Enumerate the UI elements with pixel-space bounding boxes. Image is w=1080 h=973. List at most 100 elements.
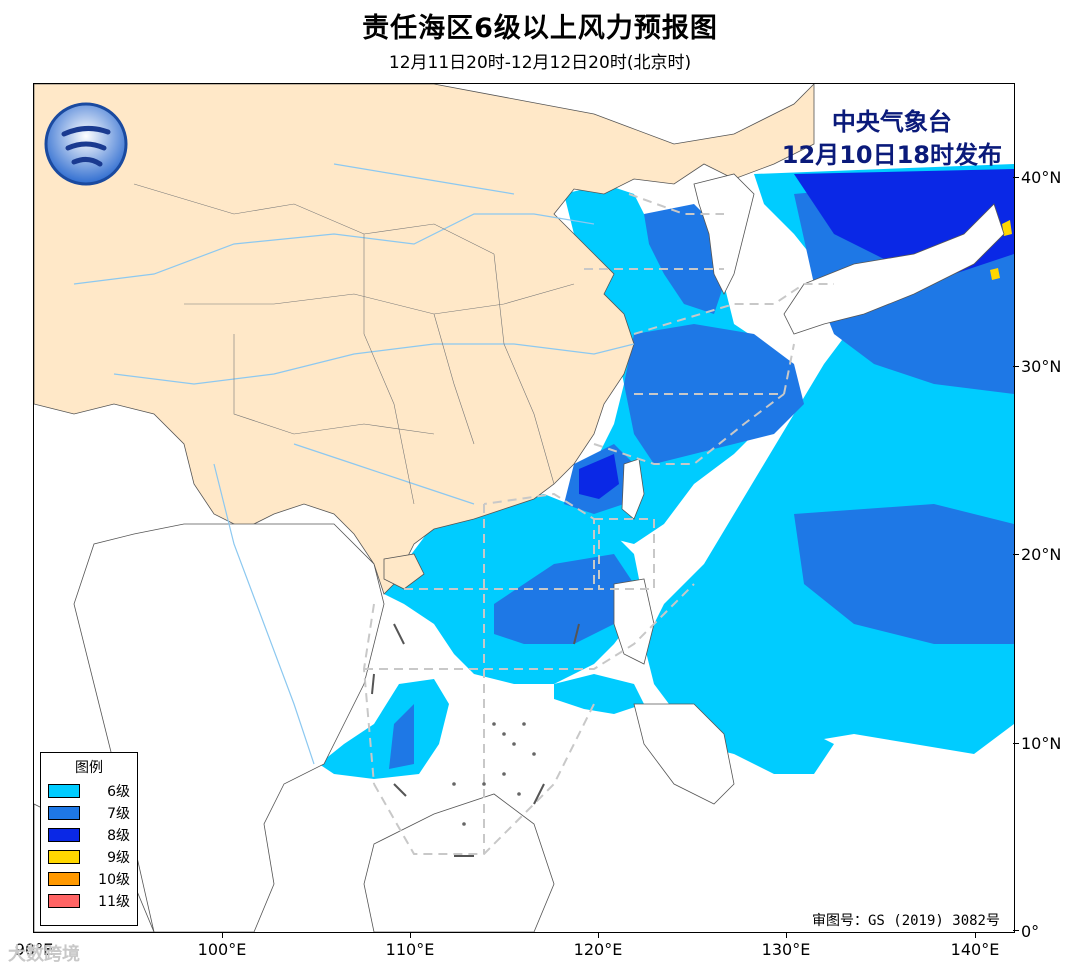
zone-scs-west <box>362 603 375 785</box>
wind-area-level-7-yellow-sea <box>644 204 724 314</box>
map-subtitle: 12月11日20时-12月12日20时(北京时) <box>388 53 692 73</box>
river-yellow <box>73 213 595 285</box>
legend-item: 6级 <box>41 780 137 802</box>
map-area: 中央气象台 12月10日18时发布 图例 6级 7级 8级 9级 10级 11级 审图号：… <box>33 83 1015 933</box>
zone-east-sea-south <box>593 393 785 465</box>
province-boundaries <box>133 183 575 505</box>
lat-label-10n: 10°N <box>1021 734 1062 753</box>
land-borneo <box>363 793 555 932</box>
lon-tick <box>410 932 411 938</box>
wind-area-level-9-spot-1 <box>1002 220 1012 236</box>
river-pearl <box>293 443 475 505</box>
map-canvas <box>34 84 1014 932</box>
island-dot <box>482 782 486 786</box>
legend-label: 6级 <box>107 784 130 800</box>
legend-swatch <box>48 784 80 798</box>
lat-tick <box>1013 177 1019 178</box>
boundary-6 <box>433 313 475 445</box>
lat-tick <box>1013 930 1019 931</box>
wind-area-level-6-philippine-east <box>674 704 834 774</box>
dash-5 <box>533 783 545 805</box>
legend-label: 10级 <box>98 872 130 888</box>
boundary-5 <box>493 253 555 485</box>
river-north <box>333 163 515 195</box>
lat-label-0: 0° <box>1021 922 1040 941</box>
responsibility-zones <box>362 193 834 855</box>
island-dot <box>517 792 521 796</box>
lon-label-100e: 100°E <box>197 940 247 959</box>
island-dot <box>512 742 516 746</box>
lat-label-30n: 30°N <box>1021 357 1062 376</box>
land-philippines-south <box>633 703 735 805</box>
land-japan <box>783 203 1005 335</box>
legend-label: 8级 <box>107 828 130 844</box>
island-dots <box>452 722 536 826</box>
wind-area-level-7-pacific-south <box>794 504 1014 644</box>
legend-item: 9级 <box>41 846 137 868</box>
boundary-1 <box>133 183 495 255</box>
legend-item: 10级 <box>41 868 137 890</box>
legend-item: 8级 <box>41 824 137 846</box>
legend-label: 9级 <box>107 850 130 866</box>
land-korea <box>693 173 755 295</box>
legend-item: 7级 <box>41 802 137 824</box>
cma-logo-icon <box>44 102 128 186</box>
wind-area-level-6-gulf-thailand <box>319 679 449 779</box>
lon-label-110e: 110°E <box>385 940 435 959</box>
lon-label-120e: 120°E <box>573 940 623 959</box>
cma-logo <box>44 102 128 186</box>
island-dot <box>522 722 526 726</box>
legend-swatch <box>48 894 80 908</box>
lon-tick <box>786 932 787 938</box>
legend-label: 7级 <box>107 806 130 822</box>
map-title: 责任海区6级以上风力预报图 <box>362 13 718 44</box>
nine-dash-line <box>371 623 580 857</box>
wind-level-9-areas <box>990 220 1012 280</box>
zone-bohai-yellow <box>628 193 724 215</box>
zone-scs-mid <box>364 583 695 670</box>
lon-tick <box>975 932 976 938</box>
publish-time: 12月10日18时发布 <box>781 141 1002 169</box>
island-dot <box>492 722 496 726</box>
watermark: 大数跨境 <box>8 944 80 965</box>
dash-2 <box>371 673 375 695</box>
dash-1 <box>393 623 405 645</box>
wind-area-level-7-gulf <box>389 704 414 769</box>
lat-tick <box>1013 554 1019 555</box>
land-hainan <box>383 553 425 590</box>
lon-label-140e: 140°E <box>950 940 1000 959</box>
wind-area-level-6-luzon <box>554 674 644 714</box>
legend-swatch <box>48 806 80 820</box>
boundary-2 <box>184 283 575 315</box>
wind-area-level-8-taiwan-strait <box>579 454 619 499</box>
river-mekong <box>213 463 315 765</box>
lat-tick <box>1013 366 1019 367</box>
zone-scs-south <box>373 703 595 855</box>
island-dot <box>502 772 506 776</box>
zone-scs-north <box>404 492 595 590</box>
dash-3 <box>393 783 407 797</box>
publisher-name: 中央气象台 <box>831 108 952 136</box>
island-dot <box>532 752 536 756</box>
island-dot <box>462 822 466 826</box>
legend-swatch <box>48 850 80 864</box>
legend: 图例 6级 7级 8级 9级 10级 11级 <box>40 752 138 926</box>
land-indochina <box>73 523 385 932</box>
lon-tick <box>222 932 223 938</box>
publisher-info: 中央气象台 12月10日18时发布 <box>782 106 1002 172</box>
island-dot <box>502 732 506 736</box>
review-number: 审图号：GS (2019) 3082号 <box>811 913 1000 929</box>
lat-label-40n: 40°N <box>1021 168 1062 187</box>
island-dot <box>452 782 456 786</box>
legend-item: 11级 <box>41 890 137 912</box>
boundary-3 <box>233 334 435 435</box>
legend-label: 11级 <box>98 894 130 910</box>
legend-swatch <box>48 828 80 842</box>
dash-6 <box>573 623 580 645</box>
lon-label-90e: 90°E <box>14 940 54 959</box>
lon-tick <box>598 932 599 938</box>
boundary-4 <box>363 234 415 505</box>
land-luzon <box>613 578 655 665</box>
lon-label-130e: 130°E <box>761 940 811 959</box>
lat-tick <box>1013 743 1019 744</box>
